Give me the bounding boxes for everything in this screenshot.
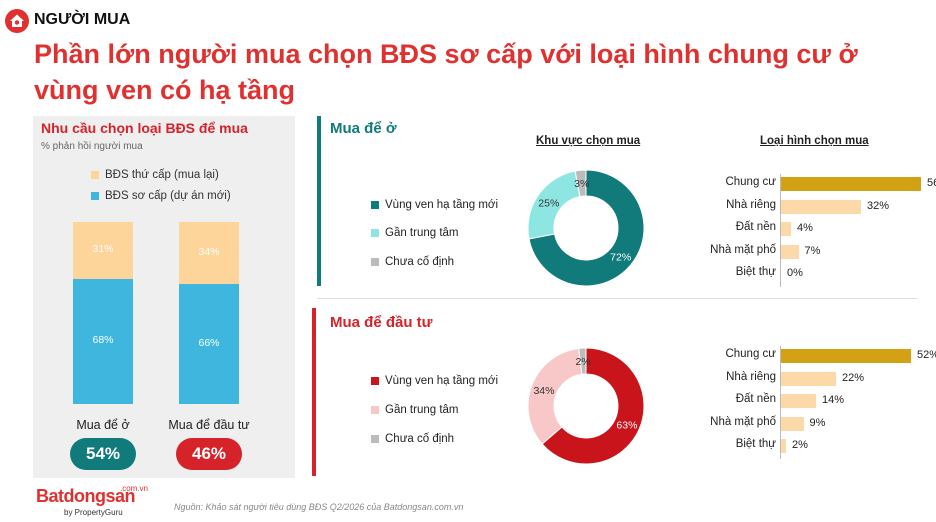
type-o-bar (781, 244, 799, 259)
donut-chart-mua-de-dau-tu: 63% 34% 2% (527, 347, 645, 465)
type-o-bar (781, 199, 861, 214)
area-legend-label: Vùng ven hạ tầng mới (385, 199, 499, 211)
type-dt-bar (781, 439, 786, 453)
brand-logo: Batdongsan (36, 486, 136, 506)
section-title-mua-de-dau-tu: Mua để đầu tư (330, 314, 433, 331)
area-legend-label: Vùng ven hạ tầng mới (385, 375, 499, 387)
legend-swatch-primary (91, 192, 99, 200)
brand-subtitle: by PropertyGuru (64, 508, 123, 517)
type-o-category-label: Nhà mặt phố (710, 243, 776, 256)
bar-mua-de-o-secondary (73, 222, 133, 279)
type-dt-category-label: Nhà mặt phố (710, 415, 776, 428)
source-note: Nguồn: Khảo sát người tiêu dùng BĐS Q2/2… (174, 502, 464, 512)
type-dt-category-label: Nhà riêng (726, 370, 776, 383)
section-title-mua-de-o: Mua để ở (330, 120, 397, 137)
section-divider (317, 298, 917, 299)
donut-dt-slice-2 (578, 347, 587, 375)
type-o-value-label: 4% (797, 222, 813, 234)
type-bars-mua-de-dau-tu: Chung cư 52% Nhà riêng 22% Đất nền 14% Nhà mặt… (708, 346, 936, 462)
area-legend-gan-trung-tam-bottom: Gần trung tâm (371, 404, 459, 416)
left-panel: Nhu cầu chọn loại BĐS để mua % phản hồi … (33, 116, 295, 478)
type-dt-bar (781, 416, 804, 431)
type-dt-category-label: Đất nền (735, 393, 776, 405)
type-dt-value-label: 9% (809, 416, 826, 429)
column-head-area-top: Khu vực chọn mua (536, 135, 641, 147)
left-panel-title: Nhu cầu chọn loại BĐS để mua (41, 120, 248, 136)
type-dt-value-label: 52% (917, 349, 936, 361)
legend-secondary: BĐS thứ cấp (mua lại) (91, 169, 219, 181)
bar-mua-de-o-primary (73, 278, 133, 404)
type-dt-category-label: Chung cư (725, 348, 776, 360)
left-panel-subtitle: % phản hồi người mua (41, 141, 143, 152)
type-dt-axis (780, 346, 781, 459)
home-logo-icon (5, 9, 29, 33)
bar-mua-de-dau-tu-secondary-label: 34% (198, 245, 220, 258)
bar-mua-de-o-secondary-label: 31% (92, 243, 114, 256)
area-legend-gan-trung-tam-top: Gần trung tâm (371, 227, 459, 239)
type-o-axis (780, 174, 781, 287)
bar-mua-de-o-primary-label: 68% (92, 334, 114, 347)
type-o-category-label: Nhà riêng (726, 198, 776, 211)
type-o-bar (781, 177, 921, 191)
type-o-category-label: Chung cư (725, 176, 776, 188)
bar-mua-de-dau-tu-secondary (179, 222, 239, 284)
legend-swatch (371, 435, 379, 443)
share-pill-mua-de-o: 54% (70, 438, 136, 470)
type-o-category-label: Đất nền (735, 221, 776, 233)
type-o-value-label: 0% (787, 267, 803, 279)
section-accent-bar-o (317, 116, 321, 286)
legend-swatch (371, 229, 379, 237)
type-dt-bar (781, 371, 836, 386)
bar-mua-de-dau-tu-primary-label: 66% (198, 336, 220, 349)
legend-swatch (371, 258, 379, 266)
area-legend-label: Chưa cố định (385, 256, 455, 268)
type-dt-bar (781, 349, 911, 363)
type-dt-category-label: Biệt thự (735, 438, 776, 450)
section-label: NGƯỜI MUA (34, 11, 131, 28)
type-dt-value-label: 14% (822, 394, 845, 406)
donut-dt-slice-label-2: 2% (576, 356, 591, 368)
brand-domain: .com.vn (120, 484, 149, 493)
donut-dt-slice-0 (541, 347, 645, 465)
donut-o-slice-label-1: 25% (538, 198, 559, 210)
category-label-mua-de-o: Mua để ở (76, 418, 130, 432)
donut-dt-slice-1 (527, 347, 583, 445)
area-legend-chua-co-dinh-top: Chưa cố định (371, 256, 454, 268)
legend-swatch-secondary (91, 171, 99, 179)
donut-dt-slice-label-1: 34% (533, 385, 554, 397)
area-legend-label: Gần trung tâm (385, 227, 459, 239)
area-legend-chua-co-dinh-bottom: Chưa cố định (371, 433, 454, 445)
area-legend-vung-ven-top: Vùng ven hạ tầng mới (371, 199, 498, 211)
bar-mua-de-dau-tu-primary (179, 283, 239, 404)
type-o-category-label: Biệt thự (735, 266, 776, 278)
legend-primary: BĐS sơ cấp (dự án mới) (91, 190, 231, 202)
legend-swatch (371, 201, 379, 209)
area-legend-label: Chưa cố định (385, 433, 455, 445)
type-dt-bar (781, 394, 816, 408)
donut-o-slice-label-2: 3% (574, 178, 589, 190)
donut-o-slice-label-0: 72% (610, 252, 631, 264)
section-accent-bar-dau-tu (312, 308, 316, 476)
type-o-value-label: 56% (927, 177, 936, 189)
type-o-value-label: 7% (804, 244, 821, 257)
type-dt-value-label: 2% (792, 439, 808, 451)
donut-o-slice-2 (574, 169, 587, 198)
type-dt-value-label: 22% (842, 371, 865, 384)
donut-o-slice-0 (528, 169, 645, 287)
headline: Phần lớn người mua chọn BĐS sơ cấp với l… (34, 39, 858, 105)
legend-secondary-label: BĐS thứ cấp (mua lại) (105, 169, 219, 181)
share-pill-mua-de-dau-tu: 46% (176, 438, 242, 470)
donut-chart-mua-de-o: 72% 25% 3% (527, 169, 645, 287)
legend-swatch (371, 377, 379, 385)
type-o-value-label: 32% (867, 199, 890, 212)
type-bars-mua-de-o: Chung cư 56% Nhà riêng 32% Đất nền 4% Nhà mặt … (708, 174, 936, 290)
column-head-type-top: Loại hình chọn mua (760, 135, 869, 147)
legend-primary-label: BĐS sơ cấp (dự án mới) (105, 190, 231, 202)
area-legend-vung-ven-bottom: Vùng ven hạ tầng mới (371, 375, 498, 387)
category-label-mua-de-dau-tu: Mua để đầu tư (168, 418, 250, 432)
area-legend-label: Gần trung tâm (385, 404, 459, 416)
donut-dt-slice-label-0: 63% (616, 420, 637, 432)
type-o-bar (781, 222, 791, 236)
legend-swatch (371, 406, 379, 414)
